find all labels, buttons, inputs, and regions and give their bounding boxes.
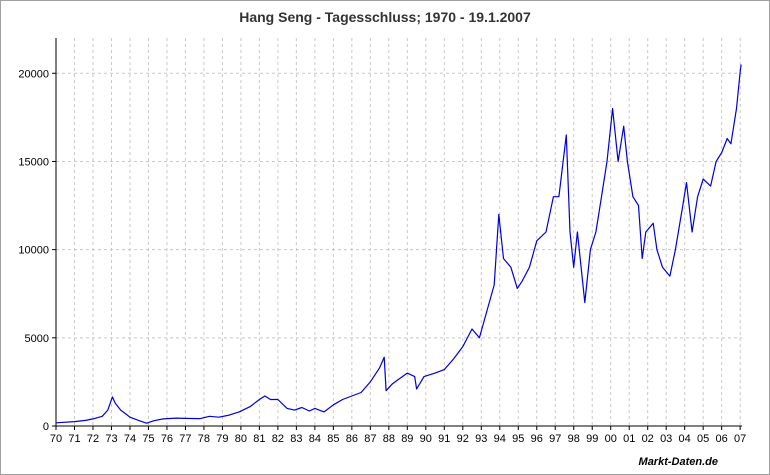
x-tick-label: 89: [401, 433, 413, 445]
x-tick-label: 05: [697, 433, 709, 445]
x-tick-label: 83: [290, 433, 302, 445]
x-tick-label: 94: [494, 433, 506, 445]
y-tick-label: 0: [43, 421, 49, 433]
x-tick-label: 80: [235, 433, 247, 445]
x-tick-label: 03: [660, 433, 672, 445]
x-tick-label: 85: [327, 433, 339, 445]
x-tick-label: 81: [253, 433, 265, 445]
x-tick-label: 93: [475, 433, 487, 445]
grid-lines: [56, 38, 742, 426]
x-tick-label: 91: [438, 433, 450, 445]
x-tick-label: 02: [642, 433, 654, 445]
x-tick-labels: 70 71 72 73 74 75 76 77 78 79 80 81 82 83 84 85 86 87 88 89…: [50, 433, 746, 445]
x-tick-label: 07: [734, 433, 746, 445]
x-tick-label: 06: [716, 433, 728, 445]
y-tick-label: 15000: [18, 156, 49, 168]
y-tick-label: 20000: [18, 68, 49, 80]
x-tick-label: 04: [679, 433, 691, 445]
chart-title: Hang Seng - Tagesschluss; 1970 - 19.1.20…: [239, 9, 531, 25]
x-tick-label: 92: [457, 433, 469, 445]
x-tick-label: 70: [50, 433, 62, 445]
x-tick-label: 79: [216, 433, 228, 445]
x-tick-label: 01: [623, 433, 635, 445]
x-tick-label: 82: [272, 433, 284, 445]
x-tick-label: 98: [568, 433, 580, 445]
y-tick-label: 5000: [25, 333, 49, 345]
x-tick-label: 96: [531, 433, 543, 445]
x-tick-label: 71: [68, 433, 80, 445]
x-tick-label: 78: [198, 433, 210, 445]
x-tick-label: 97: [549, 433, 561, 445]
x-tick-label: 84: [309, 433, 321, 445]
y-tick-label: 10000: [18, 245, 49, 257]
x-tick-label: 88: [383, 433, 395, 445]
x-tick-label: 74: [124, 433, 136, 445]
x-tick-label: 99: [586, 433, 598, 445]
series-line: [55, 64, 742, 424]
x-tick-label: 77: [179, 433, 191, 445]
x-tick-label: 90: [420, 433, 432, 445]
x-tick-label: 86: [346, 433, 358, 445]
series-layer: [55, 64, 742, 424]
x-tick-label: 72: [87, 433, 99, 445]
x-tick-label: 73: [105, 433, 117, 445]
x-tick-label: 75: [142, 433, 154, 445]
x-tick-label: 76: [161, 433, 173, 445]
x-tick-label: 87: [364, 433, 376, 445]
source-label: Markt-Daten.de: [638, 456, 718, 468]
x-tick-label: 95: [512, 433, 524, 445]
axes: [52, 38, 742, 430]
x-tick-label: 00: [605, 433, 617, 445]
y-tick-labels: 0 5000 10000 15000 20000: [18, 68, 49, 433]
